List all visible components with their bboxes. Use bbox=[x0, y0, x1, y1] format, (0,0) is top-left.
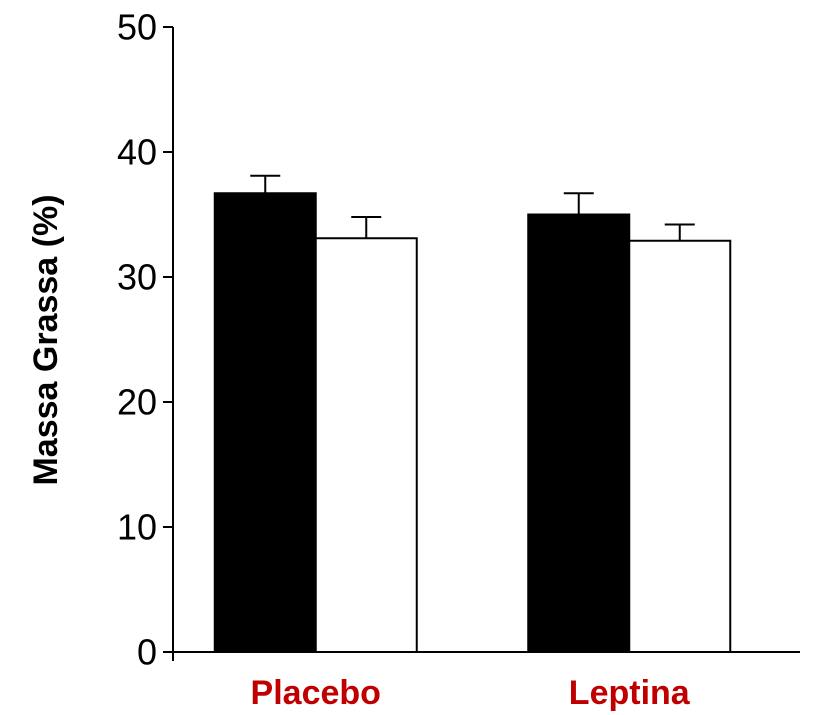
y-tick-label: 0 bbox=[137, 632, 157, 673]
ticks-layer: 0 10 20 30 40 50 bbox=[117, 7, 173, 673]
y-tick-label: 50 bbox=[117, 7, 157, 48]
bar bbox=[527, 213, 631, 653]
category-label: Placebo bbox=[251, 674, 381, 712]
bar bbox=[628, 239, 732, 653]
y-tick-label: 20 bbox=[117, 382, 157, 423]
labels-layer: Placebo Leptina bbox=[251, 674, 691, 712]
bar bbox=[213, 192, 317, 653]
y-tick-label: 40 bbox=[117, 132, 157, 173]
bar bbox=[314, 237, 418, 653]
y-axis-title: Massa Grassa (%) bbox=[27, 194, 65, 485]
category-label: Leptina bbox=[569, 674, 691, 712]
bars-layer bbox=[213, 174, 732, 653]
y-tick-label: 30 bbox=[117, 257, 157, 298]
y-tick-label: 10 bbox=[117, 507, 157, 548]
axis-layer bbox=[172, 27, 800, 661]
